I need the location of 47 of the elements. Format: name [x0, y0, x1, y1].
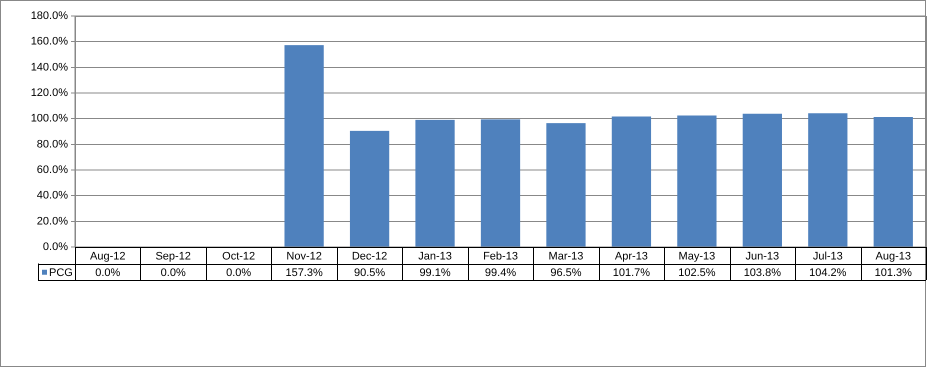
x-tick-label: Apr-13: [614, 250, 648, 262]
bar: [874, 117, 913, 246]
y-tick-label: 40.0%: [36, 190, 68, 202]
x-tick-label: Oct-12: [222, 250, 256, 262]
data-label: 90.5%: [354, 266, 386, 279]
data-label: 101.3%: [874, 266, 912, 279]
x-tick-label: Jun-13: [746, 250, 780, 262]
x-tick-label: Feb-13: [483, 250, 518, 262]
data-label: 96.5%: [550, 266, 582, 279]
x-tick-label: Mar-13: [548, 250, 584, 262]
data-label: 104.2%: [809, 266, 847, 279]
legend-label: PCG: [49, 266, 73, 279]
data-label: 102.5%: [678, 266, 716, 279]
y-tick-label: 120.0%: [30, 87, 68, 100]
x-tick-label: Nov-12: [286, 250, 322, 262]
data-label: 0.0%: [226, 266, 252, 279]
bar: [415, 120, 455, 246]
x-tick-label: May-13: [678, 250, 716, 262]
y-tick-label: 160.0%: [30, 36, 68, 48]
y-tick-label: 60.0%: [36, 164, 68, 176]
bar: [350, 130, 390, 246]
x-tick-label: Aug-13: [876, 250, 912, 262]
data-label: 99.1%: [419, 266, 451, 279]
data-label: 103.8%: [744, 266, 782, 279]
data-label: 0.0%: [95, 266, 120, 279]
y-tick-label: 180.0%: [30, 10, 68, 22]
bar: [808, 113, 848, 246]
y-tick-label: 80.0%: [36, 138, 68, 150]
data-label: 0.0%: [160, 266, 186, 279]
x-tick-label: Sep-12: [155, 250, 191, 262]
x-tick-label: Dec-12: [352, 250, 388, 262]
data-label: 157.3%: [285, 266, 323, 279]
y-tick-label: 140.0%: [30, 61, 68, 74]
bar: [284, 45, 324, 246]
bar: [480, 119, 520, 246]
x-tick-label: Aug-12: [90, 250, 126, 262]
x-tick-label: Jul-13: [812, 250, 843, 262]
y-tick-label: 100.0%: [30, 112, 68, 125]
bar: [742, 114, 782, 246]
data-label: 99.4%: [484, 266, 516, 279]
bar: [546, 123, 586, 246]
bar: [612, 116, 652, 246]
bar: [677, 115, 717, 246]
y-tick-label: 0.0%: [42, 241, 68, 254]
data-label: 101.7%: [612, 266, 650, 279]
x-tick-label: Jan-13: [418, 250, 452, 262]
y-tick-label: 20.0%: [36, 215, 68, 228]
